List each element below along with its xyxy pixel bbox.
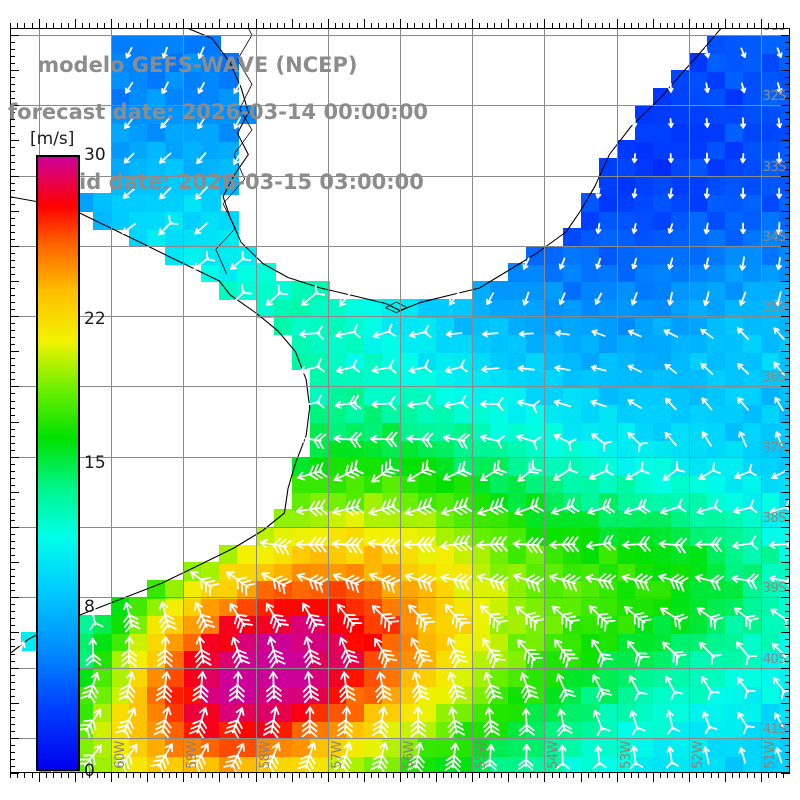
lon-label-52W: 52W xyxy=(690,741,706,769)
lon-label-54W: 54W xyxy=(546,741,562,769)
left-tick-marks xyxy=(10,28,20,774)
lat-label-34S: 34S xyxy=(762,229,787,245)
lon-label-58W: 58W xyxy=(257,741,273,769)
lat-label-40S: 40S xyxy=(762,651,787,667)
graticule-lon-57W xyxy=(327,28,329,773)
bottom-tick-marks xyxy=(10,773,790,783)
colorbar xyxy=(36,155,80,771)
graticule-lon-59W xyxy=(183,28,185,773)
graticule-lon-55W xyxy=(472,28,474,773)
lat-label-35S: 35S xyxy=(762,300,787,316)
top-tick-marks xyxy=(10,18,790,28)
title-block: modelo GEFS-WAVE (NCEP) forecast date: 2… xyxy=(8,30,428,242)
lat-label-39S: 39S xyxy=(762,581,787,597)
lat-label-36S: 36S xyxy=(762,370,787,386)
colorbar-label-15: 15 xyxy=(84,453,106,473)
lon-label-53W: 53W xyxy=(618,741,634,769)
lon-label-59W: 59W xyxy=(185,741,201,769)
lat-label-38S: 38S xyxy=(762,511,787,526)
lon-label-57W: 57W xyxy=(329,741,345,769)
right-tick-marks xyxy=(780,28,790,774)
lat-label-33S: 33S xyxy=(762,159,787,175)
lat-label-31S: 31S xyxy=(763,28,787,34)
model-title: modelo GEFS-WAVE (NCEP) xyxy=(37,52,358,77)
graticule-lon-52W xyxy=(688,28,690,773)
graticule-lon-58W xyxy=(255,28,257,773)
graticule-lon-56W xyxy=(400,28,401,773)
lat-label-37S: 37S xyxy=(762,440,787,456)
valid-date: valid date: 2026-03-15 03:00:00 xyxy=(44,170,424,195)
graticule-lon-54W xyxy=(544,28,546,773)
graticule-lon-53W xyxy=(616,28,618,773)
colorbar-label-0: 0 xyxy=(84,761,95,781)
colorbar-unit-label: [m/s] xyxy=(30,129,75,149)
colorbar-label-8: 8 xyxy=(84,596,95,617)
forecast-date: forecast date: 2026-03-14 00:00:00 xyxy=(8,99,428,124)
colorbar-label-22: 22 xyxy=(84,309,106,330)
lon-label-56W: 56W xyxy=(402,741,417,769)
lon-label-60W: 60W xyxy=(113,741,129,769)
lon-label-51W: 51W xyxy=(763,741,779,769)
lat-label-32S: 32S xyxy=(762,89,787,105)
graticule-lon-51W xyxy=(761,28,763,773)
lat-label-41S: 41S xyxy=(762,721,787,737)
map-plot-area[interactable]: 31S32S33S34S35S36S37S38S39S40S41S 61W60W… xyxy=(10,28,790,773)
colorbar-label-30: 30 xyxy=(84,145,106,165)
lon-label-55W: 55W xyxy=(474,741,490,769)
graticule-lon-60W xyxy=(111,28,113,773)
